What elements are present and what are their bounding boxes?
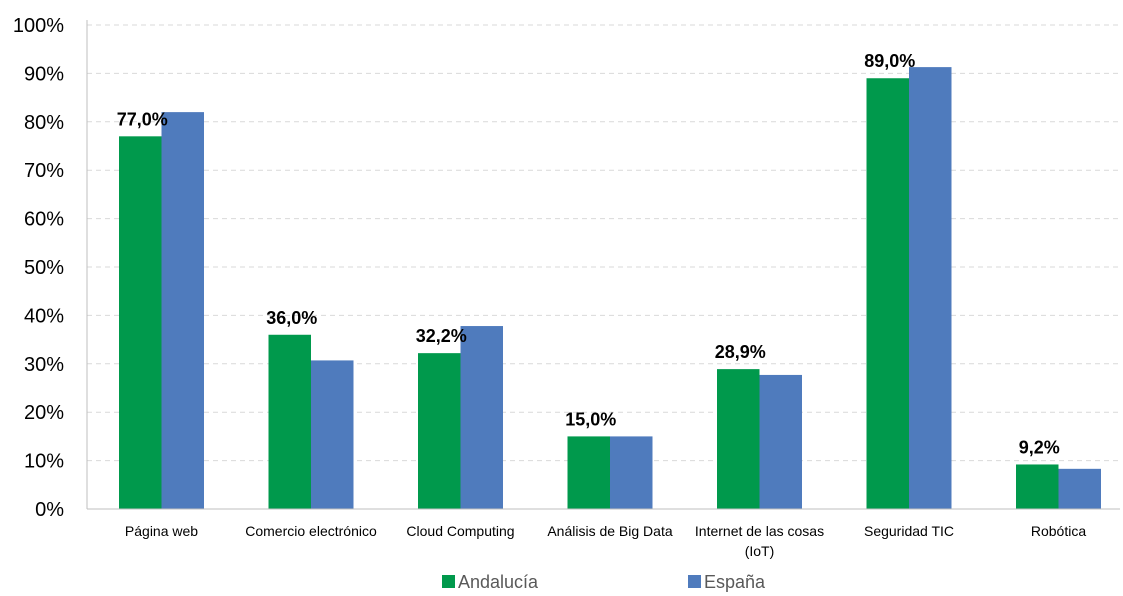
data-label: 28,9% xyxy=(715,342,766,362)
bar-andalucia xyxy=(119,136,162,509)
legend-label: Andalucía xyxy=(458,572,539,592)
data-label: 89,0% xyxy=(864,51,915,71)
y-tick-label: 90% xyxy=(24,63,64,85)
legend: Andalucía España xyxy=(442,572,766,592)
y-tick-label: 60% xyxy=(24,209,64,231)
bar-andalucia xyxy=(1016,464,1059,509)
bar-andalucia xyxy=(866,78,909,510)
bars xyxy=(119,67,1101,510)
legend-swatch xyxy=(688,575,701,588)
y-tick-label: 40% xyxy=(24,305,64,327)
bar-espana xyxy=(460,326,503,509)
legend-label: España xyxy=(704,572,766,592)
bar-andalucia xyxy=(717,369,760,509)
bar-espana xyxy=(610,436,653,509)
y-tick-label: 0% xyxy=(35,499,64,521)
bar-andalucia xyxy=(268,334,311,509)
x-tick-label: Comercio electrónico xyxy=(245,523,377,539)
bar-espana xyxy=(759,374,802,509)
x-tick-label: Cloud Computing xyxy=(406,523,514,539)
data-label: 77,0% xyxy=(117,109,168,129)
data-labels: 77,0% 36,0% 32,2% 15,0% 28,9% 89,0% 9,2% xyxy=(117,51,1060,457)
x-tick-label: Página web xyxy=(125,523,198,539)
bar-espana xyxy=(909,67,952,509)
y-tick-label: 20% xyxy=(24,402,64,424)
x-axis: Página web Comercio electrónico Cloud Comp… xyxy=(87,508,1120,559)
data-label: 15,0% xyxy=(565,409,616,429)
data-label: 9,2% xyxy=(1019,437,1060,457)
x-tick-label: Internet de las cosas (IoT) xyxy=(695,523,824,559)
y-tick-label: 10% xyxy=(24,451,64,473)
data-label: 32,2% xyxy=(416,326,467,346)
bar-espana xyxy=(311,360,354,509)
y-tick-label: 50% xyxy=(24,257,64,279)
bar-espana xyxy=(161,112,204,510)
legend-swatch xyxy=(442,575,455,588)
y-tick-label: 30% xyxy=(24,354,64,376)
y-tick-label: 70% xyxy=(24,160,64,182)
x-tick-label: Análisis de Big Data xyxy=(547,523,673,539)
data-label: 36,0% xyxy=(266,308,317,328)
x-tick-label: Seguridad TIC xyxy=(864,523,954,539)
y-tick-label: 100% xyxy=(13,15,64,37)
bar-espana xyxy=(1058,468,1101,509)
bar-andalucia xyxy=(418,353,461,509)
grid-lines xyxy=(87,24,1120,462)
y-tick-label: 80% xyxy=(24,112,64,134)
y-axis-ticks: 0% 10% 20% 30% 40% 50% 60% 70% 80% 90% 100% xyxy=(13,15,88,521)
x-tick-label: Robótica xyxy=(1031,523,1086,539)
bar-andalucia xyxy=(567,436,610,509)
